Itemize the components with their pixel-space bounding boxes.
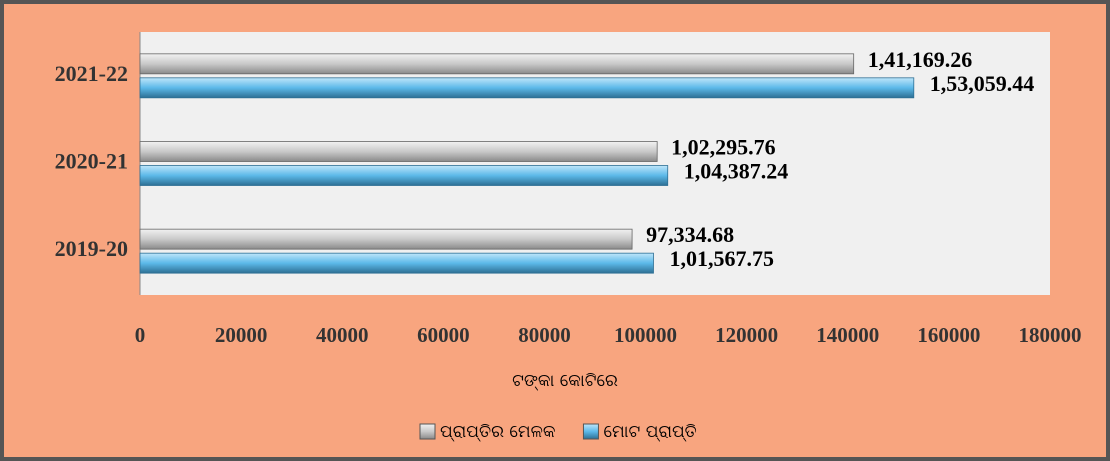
data-label: 1,01,567.75 bbox=[669, 246, 774, 271]
x-tick-label: 100000 bbox=[614, 323, 677, 347]
bar bbox=[139, 77, 915, 99]
y-tick-label: 2020-21 bbox=[55, 149, 128, 174]
data-label: 1,53,059.44 bbox=[930, 71, 1035, 96]
x-tick-label: 0 bbox=[135, 323, 146, 347]
x-tick-label: 60000 bbox=[417, 323, 470, 347]
x-tick-label: 20000 bbox=[215, 323, 268, 347]
y-tick-label: 2019-20 bbox=[55, 236, 128, 261]
bar bbox=[139, 53, 855, 75]
data-label: 1,02,295.76 bbox=[671, 135, 776, 160]
legend-label: ମୋଟ ପ୍ରାପ୍ତି bbox=[603, 422, 696, 442]
bar bbox=[139, 228, 633, 250]
x-tick-label: 160000 bbox=[917, 323, 980, 347]
x-tick-label: 140000 bbox=[816, 323, 879, 347]
bar bbox=[139, 165, 669, 186]
bar bbox=[139, 252, 654, 274]
data-label: 1,41,169.26 bbox=[868, 47, 973, 72]
data-label: 1,04,387.24 bbox=[684, 159, 789, 184]
x-tick-label: 80000 bbox=[518, 323, 571, 347]
x-axis-label: ଟଙ୍କା କୋଟିରେ bbox=[512, 371, 618, 391]
x-tick-label: 40000 bbox=[316, 323, 369, 347]
x-tick-label: 120000 bbox=[715, 323, 778, 347]
y-tick-label: 2021-22 bbox=[55, 61, 128, 86]
legend-marker bbox=[419, 423, 436, 440]
bar bbox=[139, 141, 658, 162]
x-tick-label: 180000 bbox=[1019, 323, 1082, 347]
data-label: 97,334.68 bbox=[646, 222, 734, 247]
plot-area bbox=[140, 32, 1050, 295]
legend-marker bbox=[582, 423, 599, 440]
legend-label: ପ୍ରାପ୍ତିର ମେଳକ bbox=[440, 422, 555, 442]
